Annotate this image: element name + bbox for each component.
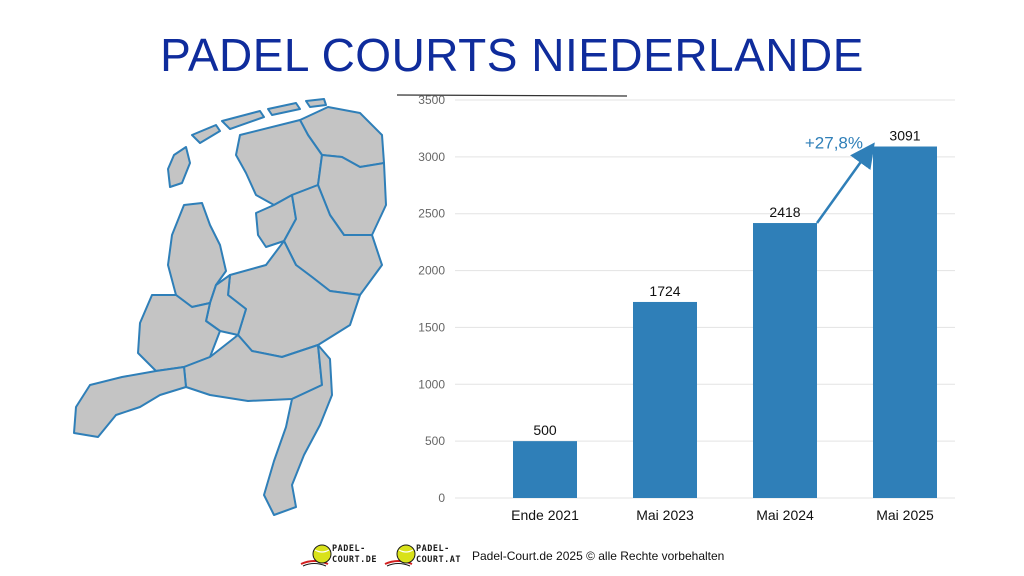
bar-value-label: 500 (533, 422, 557, 438)
bar (753, 223, 817, 498)
y-axis-ticks: 0 500 1000 1500 2000 2500 3000 3500 (418, 93, 445, 505)
y-tick-label: 500 (425, 434, 445, 448)
page-title: PADEL COURTS NIEDERLANDE (160, 29, 864, 81)
y-tick-label: 3500 (418, 93, 445, 107)
y-tick-label: 2500 (418, 207, 445, 221)
logo-text-line2: COURT.DE (332, 555, 377, 565)
island-schiermonnikoog (305, 98, 327, 108)
province-limburg (263, 344, 333, 516)
island-terschelling (221, 110, 265, 130)
island-vlieland (191, 124, 221, 144)
footer: PADEL- COURT.DE PADEL- COURT.AT Padel-Co… (0, 540, 1024, 570)
chart-bars (513, 146, 937, 498)
copyright-text: Padel-Court.de 2025 © alle Rechte vorbeh… (472, 549, 725, 563)
growth-arrow (815, 142, 875, 224)
logo-text-line1: PADEL- (332, 544, 366, 554)
chart-top-rule (396, 94, 628, 97)
island-texel (167, 146, 191, 188)
bar-value-label: 3091 (889, 128, 920, 144)
island-ameland (267, 102, 301, 116)
province-zeeland (73, 366, 187, 438)
growth-label: +27,8% (805, 134, 863, 153)
tennis-ball-icon (300, 544, 332, 567)
bar (513, 441, 577, 498)
x-tick-label: Mai 2025 (876, 507, 934, 523)
y-tick-label: 3000 (418, 150, 445, 164)
netherlands-map (73, 98, 387, 516)
y-tick-label: 1000 (418, 377, 445, 391)
map-provinces (73, 98, 387, 516)
y-tick-label: 0 (438, 491, 445, 505)
bar-value-label: 1724 (649, 283, 680, 299)
logo-padel-court-de: PADEL- COURT.DE (300, 542, 380, 570)
bar-chart: 0 500 1000 1500 2000 2500 3000 3500 500 1724 2418… (396, 93, 955, 523)
bar (873, 146, 937, 498)
logo-padel-court-at: PADEL- COURT.AT (384, 542, 464, 570)
y-tick-label: 1500 (418, 320, 445, 334)
y-tick-label: 2000 (418, 264, 445, 278)
bar-value-label: 2418 (769, 204, 800, 220)
growth-annotation: +27,8% (805, 134, 875, 224)
logo-text-line2: COURT.AT (416, 555, 461, 565)
x-axis-labels: Ende 2021 Mai 2023 Mai 2024 Mai 2025 (511, 507, 934, 523)
bar-value-labels: 500 1724 2418 3091 (533, 128, 920, 439)
x-tick-label: Mai 2023 (636, 507, 694, 523)
logo-text-line1: PADEL- (416, 544, 450, 554)
x-tick-label: Ende 2021 (511, 507, 579, 523)
bar (633, 301, 697, 498)
x-tick-label: Mai 2024 (756, 507, 814, 523)
tennis-ball-icon (384, 544, 416, 567)
province-zuid-holland (137, 294, 221, 372)
